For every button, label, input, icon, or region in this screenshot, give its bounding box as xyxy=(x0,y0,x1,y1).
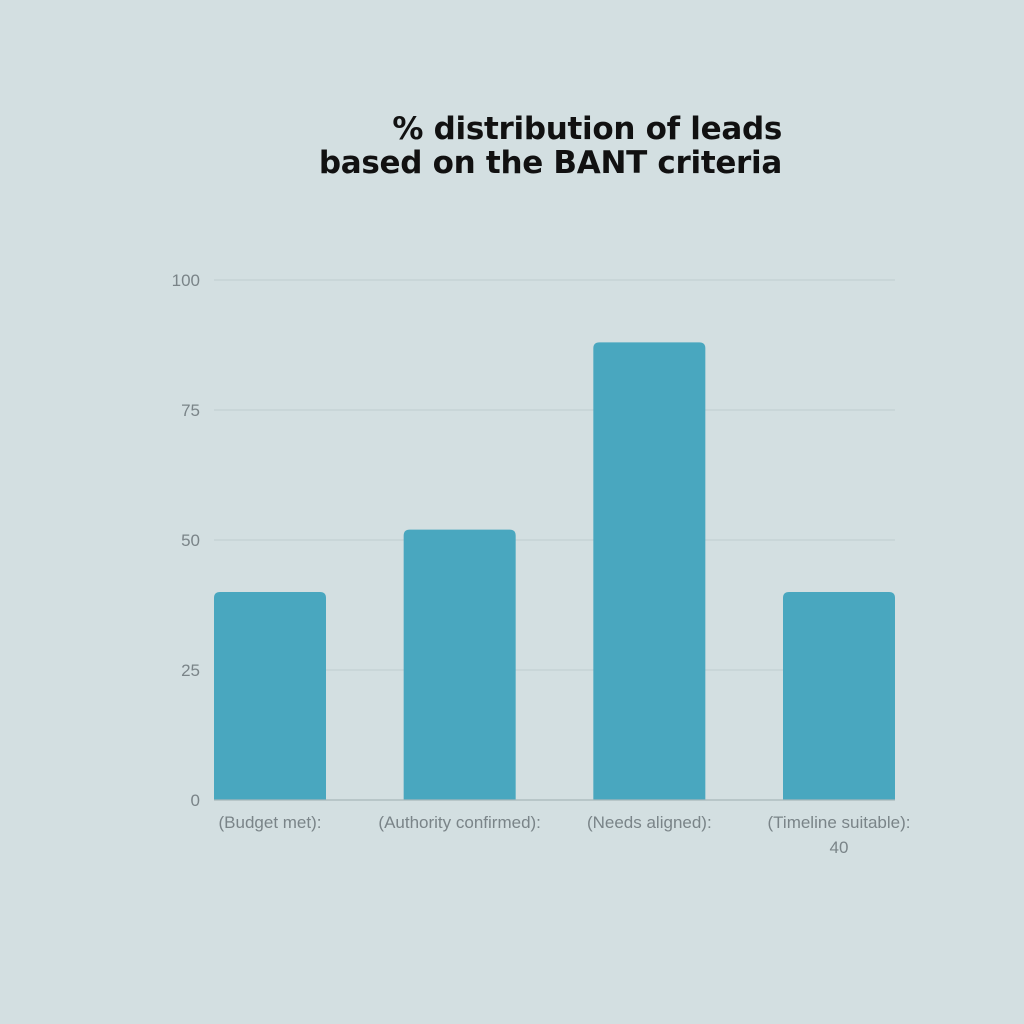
y-tick-label: 50 xyxy=(181,531,200,550)
chart-title-line-1: % distribution of leads xyxy=(392,111,782,147)
x-tick-label: (Budget met): xyxy=(219,813,322,832)
bar-1 xyxy=(403,529,516,800)
bars xyxy=(214,342,895,800)
x-tick-label: (Authority confirmed): xyxy=(378,813,541,832)
chart-title: % distribution of leads based on the BAN… xyxy=(0,112,782,180)
y-tick-label: 100 xyxy=(172,271,200,290)
x-tick-label: (Needs aligned): xyxy=(587,813,712,832)
x-tick-label: 40 xyxy=(830,838,849,857)
bar-3 xyxy=(783,592,895,800)
y-tick-label: 75 xyxy=(181,401,200,420)
bar-2 xyxy=(593,342,706,800)
gridlines xyxy=(214,279,895,671)
bar-0 xyxy=(214,592,326,800)
y-tick-label: 0 xyxy=(191,791,200,810)
x-axis-labels: (Budget met): (Authority confirmed): (Need… xyxy=(219,813,911,857)
y-axis-ticks: 0 25 50 75 100 xyxy=(172,271,200,810)
y-tick-label: 25 xyxy=(181,661,200,680)
chart-title-line-2: based on the BANT criteria xyxy=(318,145,782,181)
x-tick-label: (Timeline suitable): xyxy=(768,813,911,832)
